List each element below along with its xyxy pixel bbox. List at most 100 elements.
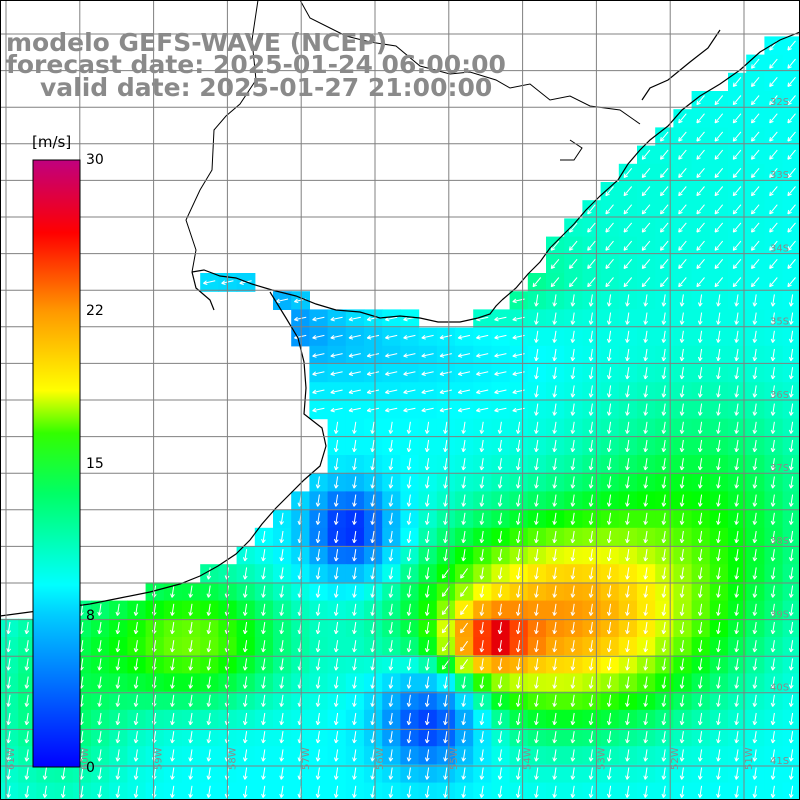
wind-arrow: [333, 494, 339, 507]
wind-arrow: [497, 603, 503, 616]
wind-arrow: [133, 712, 139, 726]
wind-arrow: [734, 549, 739, 562]
wind-arrow: [333, 585, 339, 598]
wind-arrow: [770, 658, 776, 671]
wind-arrow: [333, 567, 339, 580]
wind-arrow: [497, 621, 503, 635]
wind-arrow: [769, 58, 778, 69]
wind-arrow: [515, 694, 521, 707]
wind-arrow: [643, 458, 648, 471]
wind-arrow: [406, 603, 412, 616]
wind-arrow: [752, 421, 758, 434]
wind-arrow: [352, 640, 357, 653]
wind-arrow: [788, 712, 794, 726]
wind-arrow: [625, 348, 630, 362]
wind-arrow: [497, 494, 503, 507]
wind-arrow: [497, 476, 503, 489]
wind-arrow: [751, 58, 760, 69]
wind-arrow: [388, 731, 394, 744]
wind-arrow: [643, 530, 648, 544]
wind-arrow: [348, 389, 361, 395]
wind-arrow: [570, 439, 576, 453]
wind-arrow: [625, 712, 630, 726]
latitude-label: 38S: [770, 536, 789, 547]
wind-arrow: [279, 712, 284, 726]
wind-arrow: [751, 131, 760, 142]
wind-arrow: [770, 367, 776, 380]
wind-arrow: [443, 494, 448, 507]
wind-arrow: [242, 767, 248, 780]
wind-arrow: [6, 712, 11, 726]
wind-arrow: [641, 277, 651, 288]
wind-arrow: [787, 113, 796, 124]
wind-arrow: [352, 549, 357, 562]
wind-arrow: [679, 421, 685, 434]
wind-arrow: [588, 603, 594, 616]
wind-arrow: [643, 712, 648, 726]
wind-arrow: [751, 240, 760, 251]
wind-arrow: [661, 312, 667, 325]
wind-arrow: [643, 348, 648, 362]
wind-arrow: [497, 439, 503, 453]
wind-arrow: [315, 676, 321, 689]
wind-arrow: [552, 567, 557, 580]
wind-arrow: [623, 204, 633, 215]
wind-arrow: [133, 621, 139, 635]
wind-arrow: [97, 621, 102, 635]
rio-de-la-plata-outline: [191, 271, 215, 311]
wind-arrow: [388, 785, 394, 798]
wind-arrow: [333, 476, 339, 489]
longitude-label: 58W: [227, 747, 238, 770]
wind-arrow: [788, 385, 794, 398]
wind-arrow: [352, 731, 357, 744]
wind-arrow: [714, 240, 724, 251]
wind-arrow: [696, 240, 705, 251]
wind-arrow: [552, 621, 557, 635]
wind-arrow: [242, 658, 248, 671]
wind-arrow: [788, 494, 794, 507]
latitude-label: 33S: [770, 170, 789, 181]
wind-arrow: [206, 749, 212, 762]
wind-arrow: [625, 640, 630, 653]
wind-arrow: [570, 458, 576, 471]
wind-arrow: [661, 731, 667, 744]
wind-arrow: [552, 421, 557, 434]
colorbar-tick-0: 0: [86, 760, 95, 776]
latitude-label: 37S: [770, 463, 789, 474]
wind-arrow: [770, 676, 776, 689]
wind-arrow: [606, 312, 612, 325]
wind-arrow: [441, 586, 450, 597]
longitude-label: 57W: [301, 747, 312, 770]
wind-arrow: [588, 530, 594, 544]
wind-arrow: [734, 312, 739, 325]
wind-arrow: [788, 676, 794, 689]
wind-arrow: [476, 353, 489, 358]
wind-arrow: [279, 731, 284, 744]
wind-arrow: [352, 767, 357, 780]
wind-arrow: [403, 371, 416, 376]
wind-arrow: [769, 258, 778, 269]
wind-arrow: [623, 258, 633, 269]
wind-arrow: [443, 731, 448, 744]
wind-arrow: [206, 694, 212, 707]
wind-arrow: [550, 240, 560, 251]
wind-arrow: [385, 353, 398, 358]
wind-arrow: [476, 334, 489, 340]
wind-arrow: [788, 403, 794, 416]
wind-arrow: [6, 767, 11, 780]
wind-arrow: [461, 530, 466, 544]
wind-arrow: [424, 458, 430, 471]
wind-arrow: [697, 694, 703, 707]
wind-arrow: [661, 676, 667, 689]
wind-arrow: [370, 603, 375, 616]
wind-arrow: [515, 421, 521, 434]
wind-arrow: [752, 567, 758, 580]
wind-arrow: [697, 785, 703, 798]
wind-arrow: [24, 785, 30, 798]
wind-arrow: [734, 458, 739, 471]
wind-arrow: [769, 186, 778, 197]
wind-arrow: [661, 767, 667, 780]
wind-arrow: [550, 258, 560, 269]
wind-arrow: [352, 439, 357, 453]
wind-arrow: [330, 389, 343, 395]
